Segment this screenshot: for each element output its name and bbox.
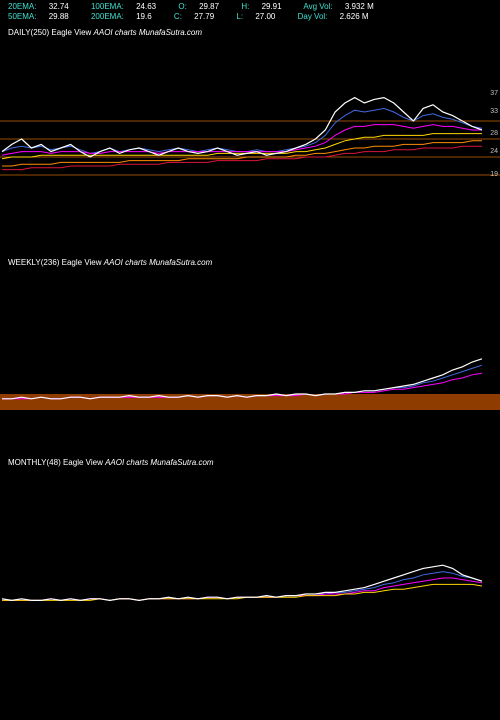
ema50-label: 50EMA:	[8, 12, 36, 21]
y-tick-label: 24	[490, 148, 498, 155]
low-label: L:	[236, 12, 243, 21]
price-line	[2, 565, 482, 600]
y-tick-label: 28	[490, 130, 498, 137]
low-value: 27.00	[255, 12, 275, 21]
open-label: O:	[178, 2, 186, 11]
open-value: 29.87	[199, 2, 219, 11]
y-tick-label: 19	[490, 171, 498, 178]
price-line	[2, 359, 482, 399]
ema-line	[2, 125, 482, 156]
avgvol-value: 3.932 M	[345, 2, 374, 11]
y-tick-label: 33	[490, 108, 498, 115]
close-label: C:	[174, 12, 182, 21]
monthly-panel-svg	[0, 450, 500, 610]
stats-row-2: 50EMA: 29.88 200EMA: 19.6 C: 27.79 L: 27…	[8, 12, 394, 22]
stats-bar: 20EMA: 32.74 100EMA: 24.63 O: 29.87 H: 2…	[8, 2, 394, 23]
ema-line	[2, 584, 482, 600]
ema-line	[2, 365, 482, 399]
avgvol-label: Avg Vol:	[303, 2, 332, 11]
ema-line	[2, 572, 482, 601]
daily-chart-panel: 37 33 28 24 19	[0, 40, 500, 220]
dayvol-label: Day Vol:	[298, 12, 328, 21]
ema200-label: 200EMA:	[91, 12, 124, 21]
dayvol-value: 2.626 M	[340, 12, 369, 21]
ema100-label: 100EMA:	[91, 2, 124, 11]
daily-title-em: AAOI charts MunafaSutra.com	[94, 28, 203, 37]
weekly-chart-panel	[0, 250, 500, 410]
daily-panel-svg	[0, 40, 500, 220]
monthly-chart-panel	[0, 450, 500, 610]
daily-panel-title: DAILY(250) Eagle View AAOI charts Munafa…	[8, 28, 202, 37]
ema20-value: 32.74	[49, 2, 69, 11]
high-label: H:	[241, 2, 249, 11]
ema20-label: 20EMA:	[8, 2, 36, 11]
ema200-value: 19.6	[136, 12, 152, 21]
stats-row-1: 20EMA: 32.74 100EMA: 24.63 O: 29.87 H: 2…	[8, 2, 394, 12]
high-value: 29.91	[262, 2, 282, 11]
weekly-panel-svg	[0, 250, 500, 410]
y-tick-label: 37	[490, 90, 498, 97]
ema100-value: 24.63	[136, 2, 156, 11]
close-value: 27.79	[194, 12, 214, 21]
ema50-value: 29.88	[49, 12, 69, 21]
daily-title-prefix: DAILY(250) Eagle View	[8, 28, 94, 37]
